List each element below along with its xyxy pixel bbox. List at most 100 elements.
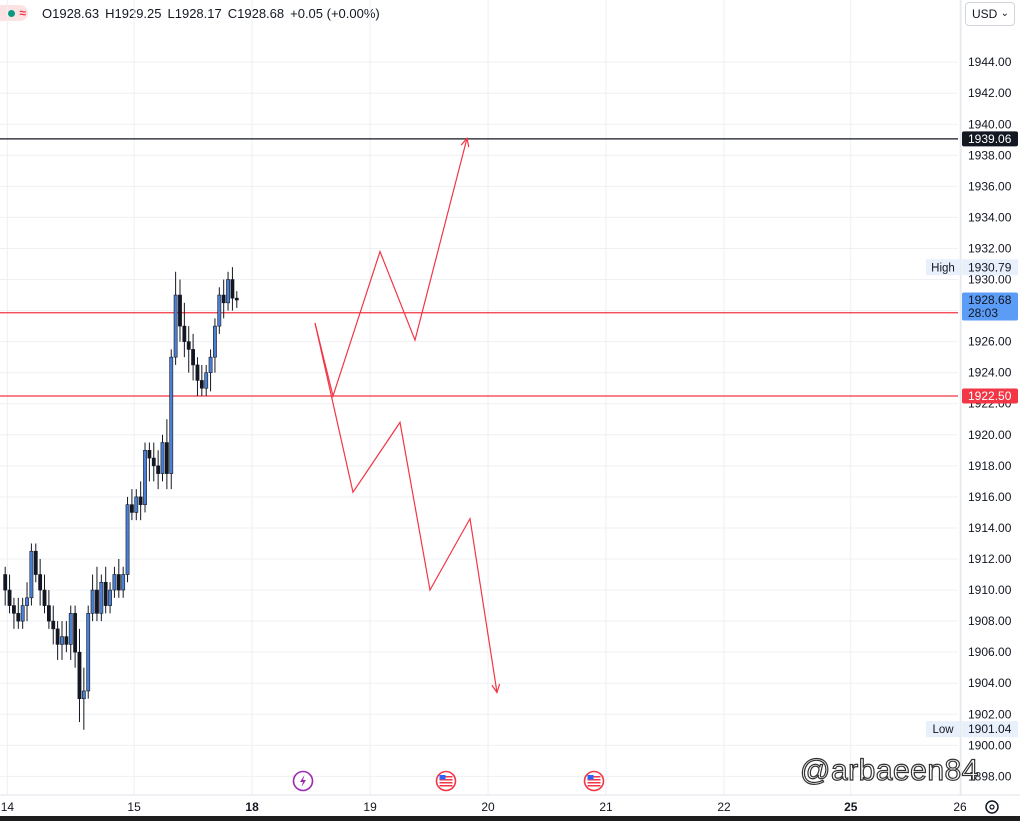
x-tick-label: 18 bbox=[245, 800, 259, 814]
price-tag-level-bg bbox=[962, 388, 1018, 404]
candle-body bbox=[103, 581, 108, 606]
y-tick-label: 1914.00 bbox=[968, 521, 1012, 535]
candle-body bbox=[68, 613, 73, 645]
candle-body bbox=[60, 636, 64, 645]
x-tick-label: 22 bbox=[717, 800, 731, 814]
candle-body bbox=[217, 294, 222, 327]
projection-up-path-arrowhead bbox=[460, 136, 470, 148]
candle-body bbox=[51, 620, 56, 630]
candle-body bbox=[164, 442, 169, 474]
candle-body bbox=[191, 349, 195, 366]
ohlc-close: C1928.68 bbox=[227, 5, 285, 21]
candle-body bbox=[199, 380, 204, 389]
session-low-value-bg bbox=[962, 721, 1018, 738]
us-flag-canton bbox=[439, 775, 446, 780]
candle-body bbox=[112, 574, 117, 591]
candle-body bbox=[125, 504, 130, 575]
candle-body bbox=[86, 613, 91, 692]
x-tick-label: 20 bbox=[481, 800, 495, 814]
session-high-value: 1930.79 bbox=[968, 260, 1012, 274]
y-tick-label: 1908.00 bbox=[968, 614, 1012, 628]
y-tick-label: 1898.00 bbox=[968, 769, 1012, 783]
candle-body bbox=[20, 605, 25, 622]
ohlc-high: H1929.25 bbox=[105, 5, 162, 21]
candle-body bbox=[195, 364, 200, 381]
currency-select[interactable]: USD ⌄ bbox=[965, 2, 1015, 26]
candle-body bbox=[134, 496, 139, 513]
us-flag-stripe bbox=[587, 785, 601, 787]
candle-body bbox=[38, 574, 43, 591]
us-flag-stripe bbox=[439, 776, 453, 778]
candle-body bbox=[208, 356, 213, 373]
projection-down-path bbox=[314, 322, 498, 693]
y-tick-label: 1926.00 bbox=[968, 335, 1012, 349]
candle-body bbox=[182, 325, 187, 342]
candle-body bbox=[55, 628, 60, 645]
candle-body bbox=[7, 589, 12, 606]
candle-body bbox=[116, 574, 121, 591]
candle-body bbox=[213, 325, 217, 358]
candle-body bbox=[99, 581, 104, 614]
candle-body bbox=[121, 574, 126, 591]
us-flag-stripe bbox=[439, 785, 453, 787]
candle-body bbox=[234, 297, 239, 301]
candle-body bbox=[108, 589, 112, 606]
candle-body bbox=[173, 294, 178, 358]
candle-body bbox=[204, 372, 209, 389]
candle-body bbox=[221, 294, 226, 304]
y-tick-label: 1912.00 bbox=[968, 552, 1012, 566]
settings-icon-hub bbox=[989, 804, 995, 810]
candle-body bbox=[169, 356, 174, 474]
session-low-value: 1901.04 bbox=[968, 722, 1012, 736]
ohlc-low: L1928.17 bbox=[167, 5, 222, 21]
us-flag-stripe bbox=[587, 776, 601, 778]
candle-body bbox=[3, 574, 8, 591]
candle-body bbox=[143, 450, 147, 505]
projection-up-path bbox=[314, 138, 468, 399]
watermark-text: @arbaeen84 bbox=[799, 753, 979, 787]
us-flag-canton bbox=[587, 775, 594, 780]
price-tag-last-countdown: 28:03 bbox=[968, 306, 998, 320]
session-low-text: Low bbox=[932, 724, 954, 736]
market-open-dot-icon bbox=[8, 9, 16, 17]
candle-body bbox=[29, 550, 34, 599]
candle-body bbox=[230, 279, 235, 299]
y-tick-label: 1938.00 bbox=[968, 148, 1012, 162]
y-tick-label: 1900.00 bbox=[968, 738, 1012, 752]
us-flag-icon[interactable] bbox=[583, 770, 605, 792]
candle-body bbox=[151, 457, 156, 467]
candle-body bbox=[77, 651, 82, 700]
x-tick-label: 25 bbox=[844, 800, 858, 814]
candle-body bbox=[178, 294, 182, 327]
candle-body bbox=[156, 465, 161, 474]
y-tick-label: 1906.00 bbox=[968, 645, 1012, 659]
us-flag-stripe bbox=[587, 779, 601, 781]
session-high-value-bg bbox=[962, 259, 1018, 276]
candle-body bbox=[64, 636, 69, 645]
candle-body bbox=[25, 597, 29, 606]
chevron-down-icon: ⌄ bbox=[1000, 8, 1009, 19]
y-tick-label: 1920.00 bbox=[968, 428, 1012, 442]
price-tag-level: 1939.06 bbox=[968, 132, 1012, 146]
x-tick-label: 19 bbox=[363, 800, 377, 814]
candle-body bbox=[33, 550, 38, 575]
projection-down-path-arrowhead bbox=[491, 683, 501, 694]
x-tick-label: 15 bbox=[127, 800, 141, 814]
candle-body bbox=[12, 605, 16, 614]
y-tick-label: 1944.00 bbox=[968, 55, 1012, 69]
lightning-icon-bolt bbox=[300, 775, 306, 787]
candle-body bbox=[147, 450, 152, 459]
settings-icon[interactable] bbox=[985, 800, 999, 814]
us-flag-icon[interactable] bbox=[435, 770, 457, 792]
ohlc-legend: ≈ O1928.63 H1929.25 L1928.17 C1928.68 +0… bbox=[0, 5, 386, 21]
ohlc-open: O1928.63 bbox=[42, 5, 100, 21]
us-flag-stripe bbox=[439, 779, 453, 781]
y-tick-label: 1918.00 bbox=[968, 459, 1012, 473]
price-tag-level: 1922.50 bbox=[968, 389, 1012, 403]
y-tick-label: 1936.00 bbox=[968, 179, 1012, 193]
y-tick-label: 1924.00 bbox=[968, 366, 1012, 380]
y-tick-label: 1932.00 bbox=[968, 241, 1012, 255]
candle-body bbox=[95, 589, 99, 614]
ohlc-change: +0.05 (+0.00%) bbox=[290, 5, 380, 21]
